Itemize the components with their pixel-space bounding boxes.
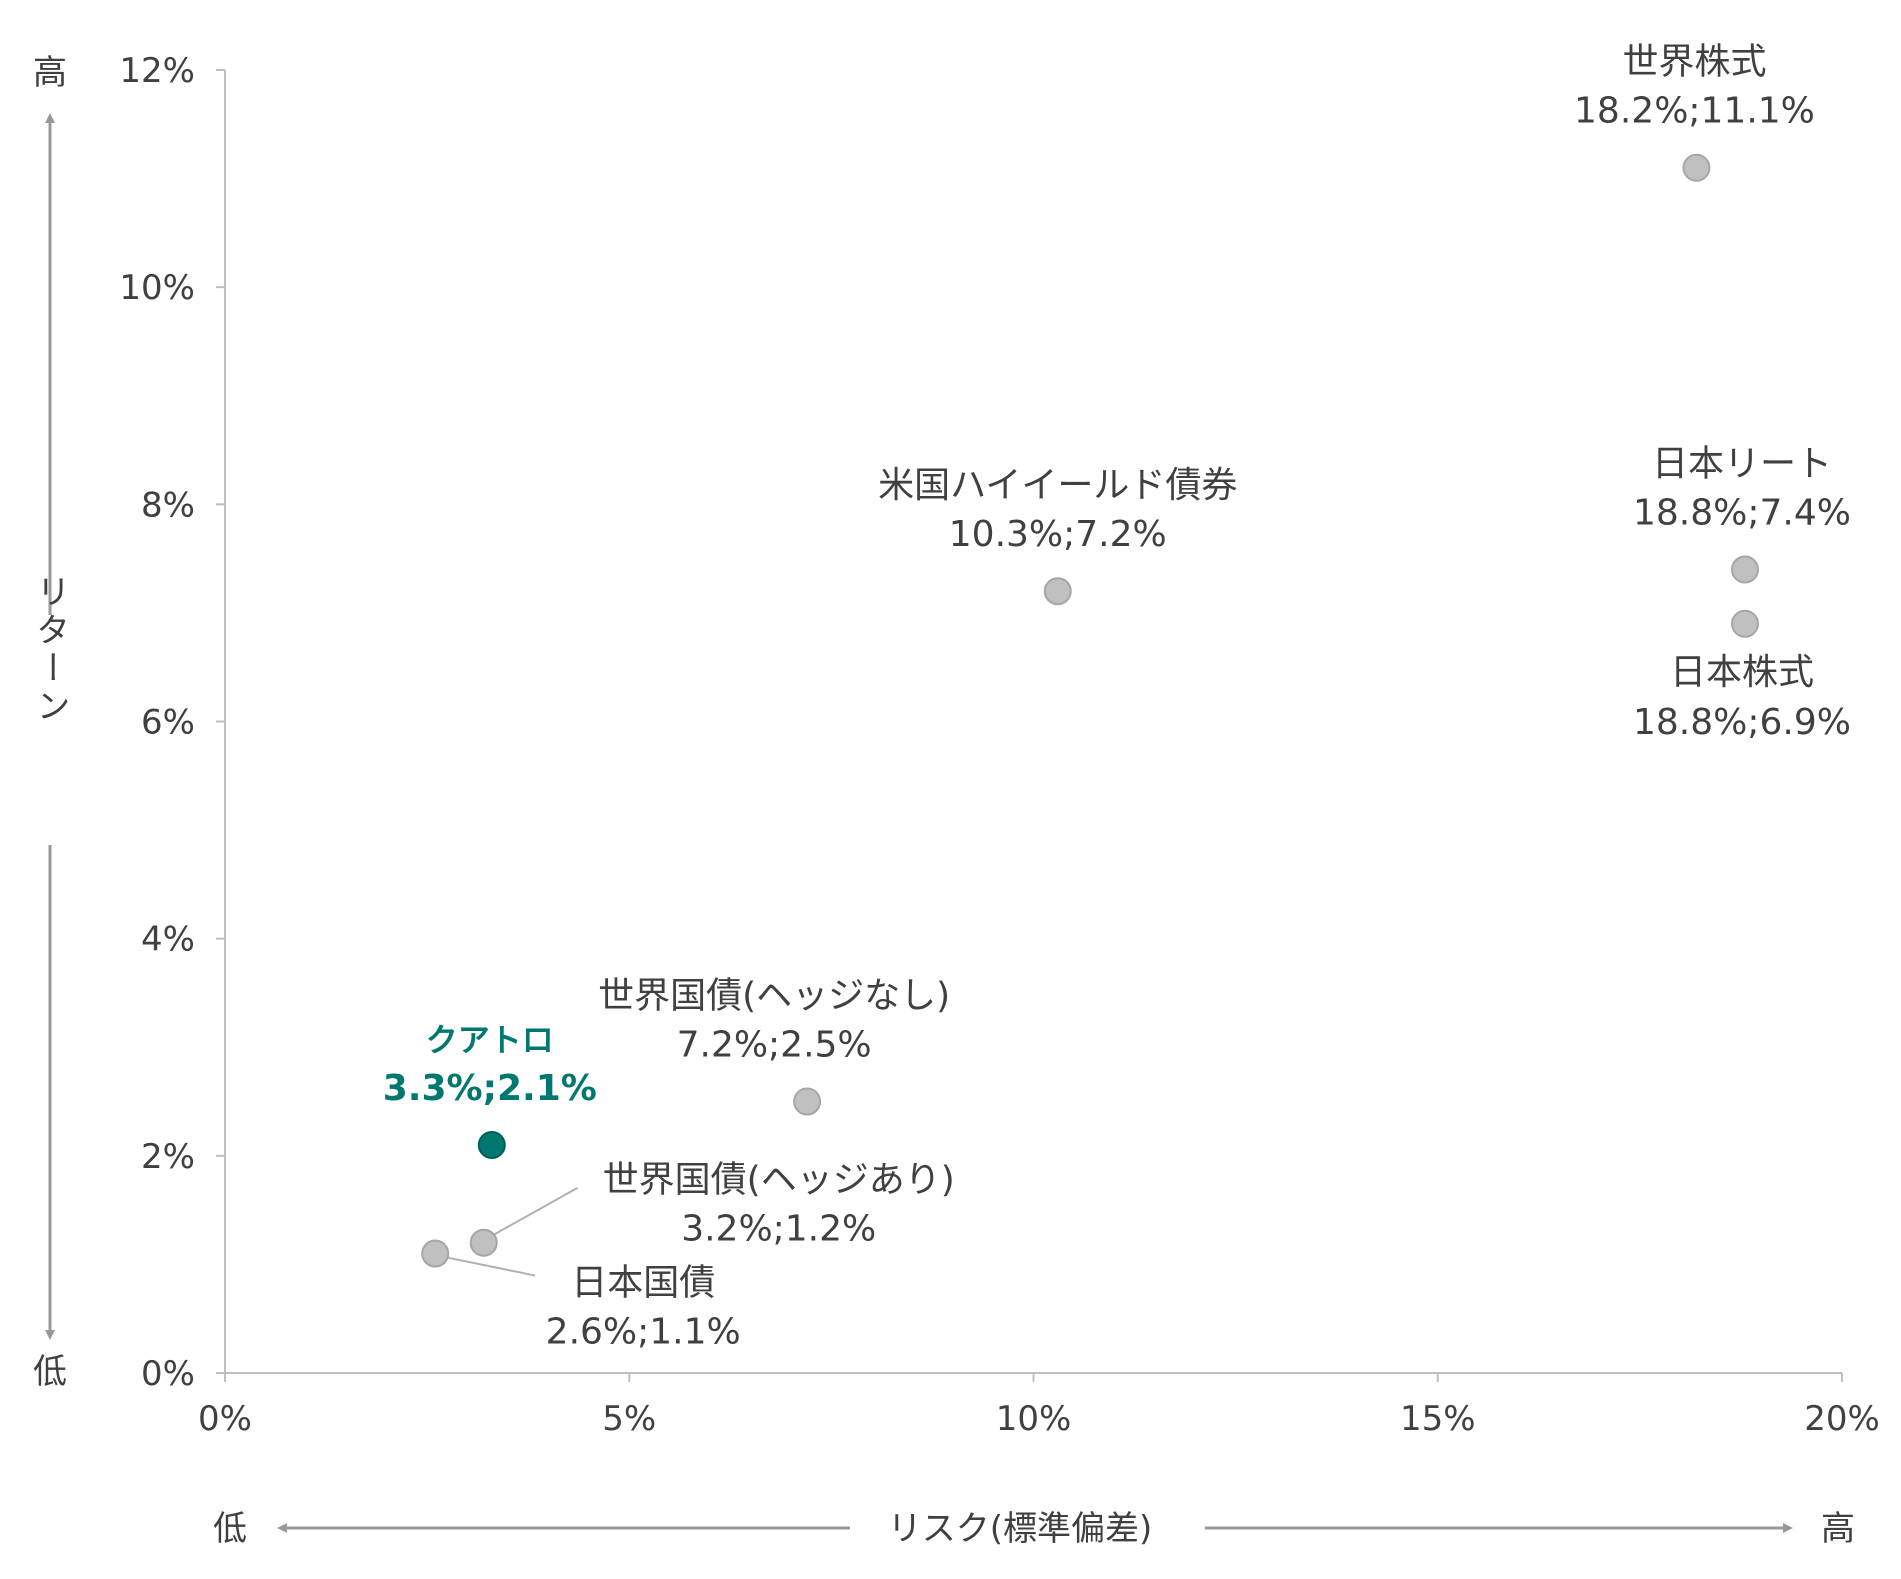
point-name-label: 世界国債(ヘッジなし): [598, 976, 950, 1017]
y-tick-label: 0%: [141, 1354, 195, 1394]
point-value-label: 2.6%;1.1%: [546, 1312, 741, 1353]
data-point: [421, 1239, 450, 1268]
x-axis-low-label: 低: [213, 1509, 247, 1549]
x-tick-label: 5%: [602, 1399, 656, 1439]
leader-lines: [447, 1186, 579, 1277]
point-name-label: 日本国債: [571, 1263, 715, 1304]
point-labels: 世界株式 18.2%;11.1% 米国ハイイールド債券 10.3%;7.2% 日本リート…: [383, 42, 1851, 1353]
x-axis-title: リスク(標準偏差): [888, 1509, 1153, 1549]
data-point: [1730, 609, 1759, 638]
data-point: [477, 1130, 506, 1159]
point-value-label: 7.2%;2.5%: [677, 1025, 872, 1066]
data-point: [1730, 555, 1759, 584]
point-name-label: 日本株式: [1670, 652, 1814, 693]
point-name-label: 世界株式: [1622, 42, 1766, 83]
data-point: [469, 1228, 498, 1257]
point-name-label: 日本リート: [1652, 443, 1832, 484]
y-tick-label: 4%: [141, 920, 195, 960]
data-point: [793, 1087, 822, 1116]
y-tick-label: 2%: [141, 1137, 195, 1177]
point-name-label: 米国ハイイールド債券: [878, 465, 1237, 506]
x-axis-title-group: 低 リスク(標準偏差) 高: [213, 1509, 1855, 1549]
x-tick-label: 20%: [1804, 1399, 1880, 1439]
data-point: [1682, 153, 1711, 182]
x-axis-high-label: 高: [1821, 1509, 1855, 1549]
y-tick-label: 8%: [141, 485, 195, 525]
data-points: [421, 153, 1759, 1268]
y-tick-label: 12%: [119, 51, 195, 91]
y-axis-low-label: 低: [33, 1352, 67, 1392]
y-axis-ticks: 0% 2% 4% 6% 8% 10% 12%: [119, 51, 225, 1394]
point-name-label: クアトロ: [426, 1021, 554, 1059]
point-value-label: 10.3%;7.2%: [949, 514, 1167, 555]
x-tick-label: 0%: [198, 1399, 252, 1439]
point-value-label: 18.8%;7.4%: [1633, 492, 1851, 533]
point-value-label: 3.3%;2.1%: [383, 1068, 597, 1109]
point-value-label: 18.2%;11.1%: [1574, 91, 1815, 132]
y-tick-label: 6%: [141, 703, 195, 743]
y-axis-high-label: 高: [33, 53, 67, 93]
x-axis-ticks: 0% 5% 10% 15% 20%: [198, 1373, 1880, 1439]
y-axis-title-group: 高 リターン 低: [30, 53, 70, 1392]
x-tick-label: 15%: [1400, 1399, 1476, 1439]
leader-line: [493, 1186, 579, 1236]
x-tick-label: 10%: [996, 1399, 1072, 1439]
leader-line: [447, 1256, 536, 1277]
point-value-label: 18.8%;6.9%: [1633, 702, 1851, 743]
y-tick-label: 10%: [119, 268, 195, 308]
point-value-label: 3.2%;1.2%: [681, 1209, 876, 1250]
data-point: [1043, 577, 1072, 606]
point-name-label: 世界国債(ヘッジあり): [603, 1160, 955, 1201]
y-axis-title: リターン: [30, 574, 70, 726]
